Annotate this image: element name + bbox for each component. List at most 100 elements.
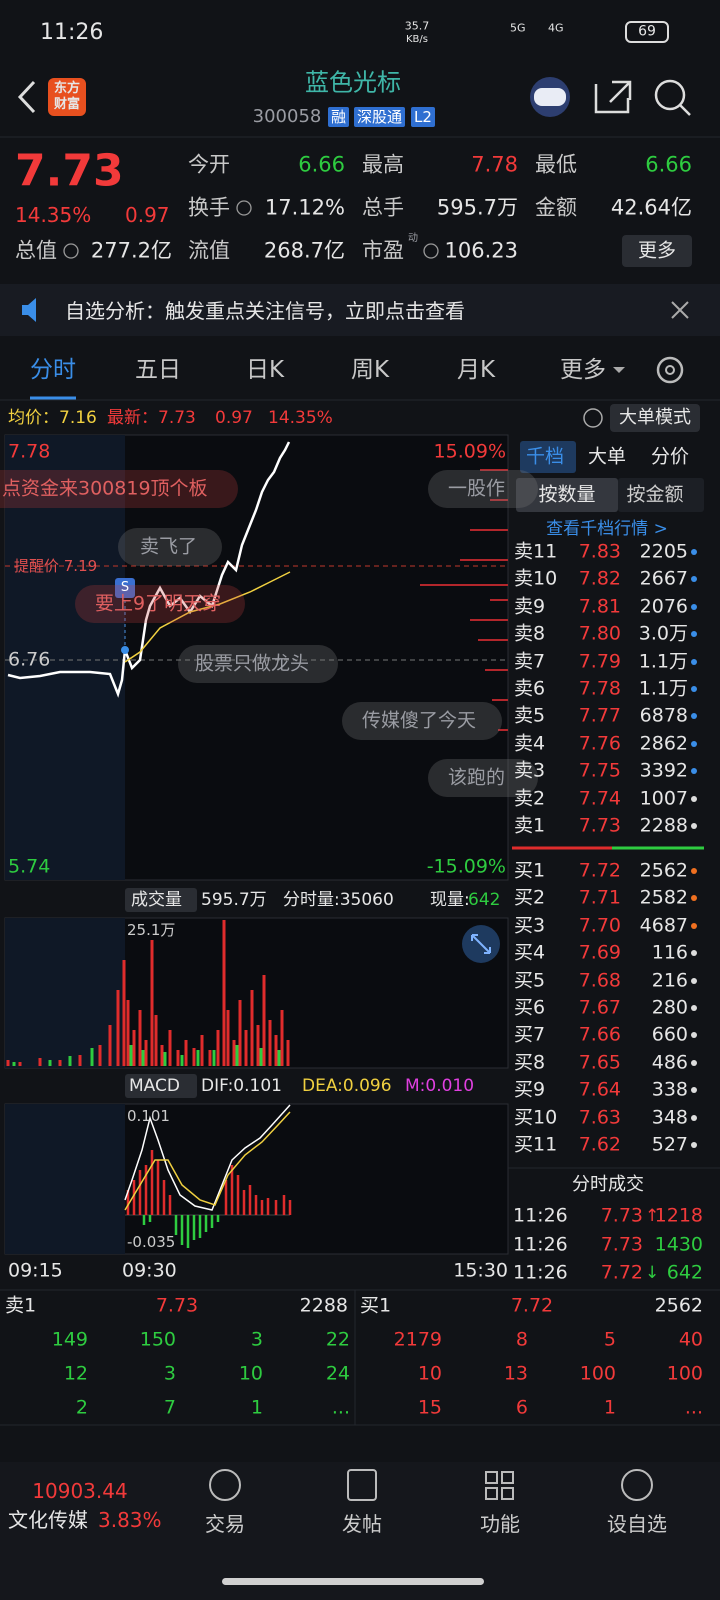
order-count: 1: [250, 1396, 263, 1419]
order-count: 15: [417, 1396, 442, 1419]
book-label: 卖9: [514, 595, 546, 618]
book-link[interactable]: 查看千档行情 >: [546, 518, 668, 539]
book-label: 买2: [514, 886, 546, 909]
order-count: 3: [250, 1328, 263, 1351]
book-dot: [691, 1059, 697, 1066]
summary-price: 7.72: [510, 1294, 554, 1317]
stat-value: 106.23: [444, 238, 518, 263]
volume-total: 595.7万: [201, 889, 267, 910]
book-dot: [691, 740, 697, 747]
nav-item[interactable]: 设自选: [607, 1512, 667, 1536]
tab[interactable]: 更多: [560, 357, 606, 384]
logo: 财富: [53, 97, 81, 113]
trade-volume: 1430: [654, 1233, 703, 1256]
stat-sup: 动: [408, 233, 418, 244]
time-label: 15:30: [453, 1259, 508, 1282]
stat-label: 今开: [188, 152, 230, 177]
axis-pct-high: 15.09%: [433, 440, 506, 463]
stat-value: 6.66: [645, 152, 692, 177]
tab[interactable]: 日K: [245, 357, 285, 384]
book-price: 7.71: [578, 886, 621, 909]
stat-value: 7.78: [471, 152, 518, 177]
mode-button[interactable]: 大单模式: [619, 407, 691, 429]
volume-max: 25.1万: [127, 921, 176, 939]
book-price: 7.74: [578, 787, 621, 810]
book-label: 卖5: [514, 704, 546, 727]
book-tab[interactable]: 分价: [650, 445, 690, 468]
book-dot: [691, 977, 697, 984]
book-price: 7.81: [578, 595, 621, 618]
book-volume: 116: [651, 941, 688, 964]
tab[interactable]: 五日: [135, 357, 181, 384]
book-volume: 2288: [639, 814, 688, 837]
book-volume: 2205: [639, 540, 688, 563]
book-mode[interactable]: 按金额: [626, 483, 684, 506]
book-dot: [691, 895, 697, 902]
book-volume: 280: [651, 996, 688, 1019]
order-count: 24: [325, 1362, 350, 1385]
comment-bubble: 股票只做龙头: [195, 652, 310, 675]
nav-item[interactable]: 交易: [205, 1512, 245, 1536]
macd-label: MACD: [129, 1075, 180, 1096]
book-price: 7.62: [578, 1133, 621, 1156]
macd-dif: DIF:0.101: [201, 1075, 282, 1096]
macd-min: -0.035: [127, 1233, 176, 1251]
notice-text[interactable]: 自选分析：触发重点关注信号，立即点击查看: [65, 299, 465, 323]
book-volume: 527: [651, 1133, 688, 1156]
tab[interactable]: 月K: [456, 357, 496, 384]
book-price: 7.75: [578, 759, 621, 782]
axis-pct-low: -15.09%: [426, 855, 506, 878]
stat-value: 17.12%: [264, 195, 345, 220]
book-price: 7.82: [578, 567, 621, 590]
stock-code: 300058: [252, 106, 322, 128]
trade-price: 7.72: [600, 1261, 643, 1284]
nav-item[interactable]: 发帖: [342, 1512, 382, 1536]
comment-bubble: 传媒傻了今天: [362, 709, 477, 732]
more-button[interactable]: 更多: [637, 239, 677, 262]
book-dot: [691, 713, 697, 720]
book-dot: [691, 1005, 697, 1011]
book-label: 卖1: [514, 814, 546, 837]
axis-mid: 6.76: [8, 648, 51, 671]
current-volume: 642: [468, 889, 501, 910]
book-label: 买4: [514, 941, 546, 964]
book-label: 买5: [514, 969, 546, 992]
book-dot: [691, 795, 697, 802]
book-dot: [691, 768, 697, 775]
order-count: 3: [163, 1362, 176, 1385]
tab[interactable]: 周K: [350, 357, 390, 384]
current-volume-label: 现量:: [430, 889, 470, 910]
nav-item[interactable]: 功能: [480, 1512, 520, 1536]
order-count: ...: [331, 1396, 350, 1419]
order-count: 150: [139, 1328, 176, 1351]
stat-label: 换手: [188, 195, 230, 220]
latest-pct: 14.35%: [268, 407, 333, 428]
change: 0.97: [125, 203, 170, 227]
book-price: 7.79: [578, 650, 621, 673]
order-count: 100: [666, 1362, 703, 1385]
book-dot: [691, 1032, 697, 1039]
book-mode[interactable]: 按数量: [538, 483, 596, 506]
book-price: 7.70: [578, 914, 621, 937]
tab[interactable]: 分时: [30, 357, 76, 384]
stat-label: 金额: [535, 195, 577, 220]
summary-label: 买1: [360, 1294, 392, 1317]
book-tab[interactable]: 大单: [587, 445, 627, 468]
stat-value: 268.7亿: [263, 238, 345, 263]
stock-tag: 融: [328, 107, 350, 127]
book-price: 7.65: [578, 1051, 621, 1074]
comment-bubble: 该跑的: [448, 766, 506, 789]
book-tab[interactable]: 千档: [525, 445, 565, 468]
book-volume: 338: [651, 1078, 688, 1101]
comment-bubble: 一股作: [448, 477, 506, 500]
book-price: 7.67: [578, 996, 621, 1019]
index-value: 10903.44: [32, 1479, 128, 1503]
summary-price: 7.73: [155, 1294, 199, 1317]
stat-label: 总手: [362, 195, 404, 220]
trade-dir: ↑: [645, 1205, 660, 1226]
order-count: 1: [603, 1396, 616, 1419]
book-price: 7.63: [578, 1106, 621, 1129]
battery: 69: [638, 23, 656, 40]
status-time: 11:26: [40, 19, 104, 45]
order-count: 40: [678, 1328, 703, 1351]
